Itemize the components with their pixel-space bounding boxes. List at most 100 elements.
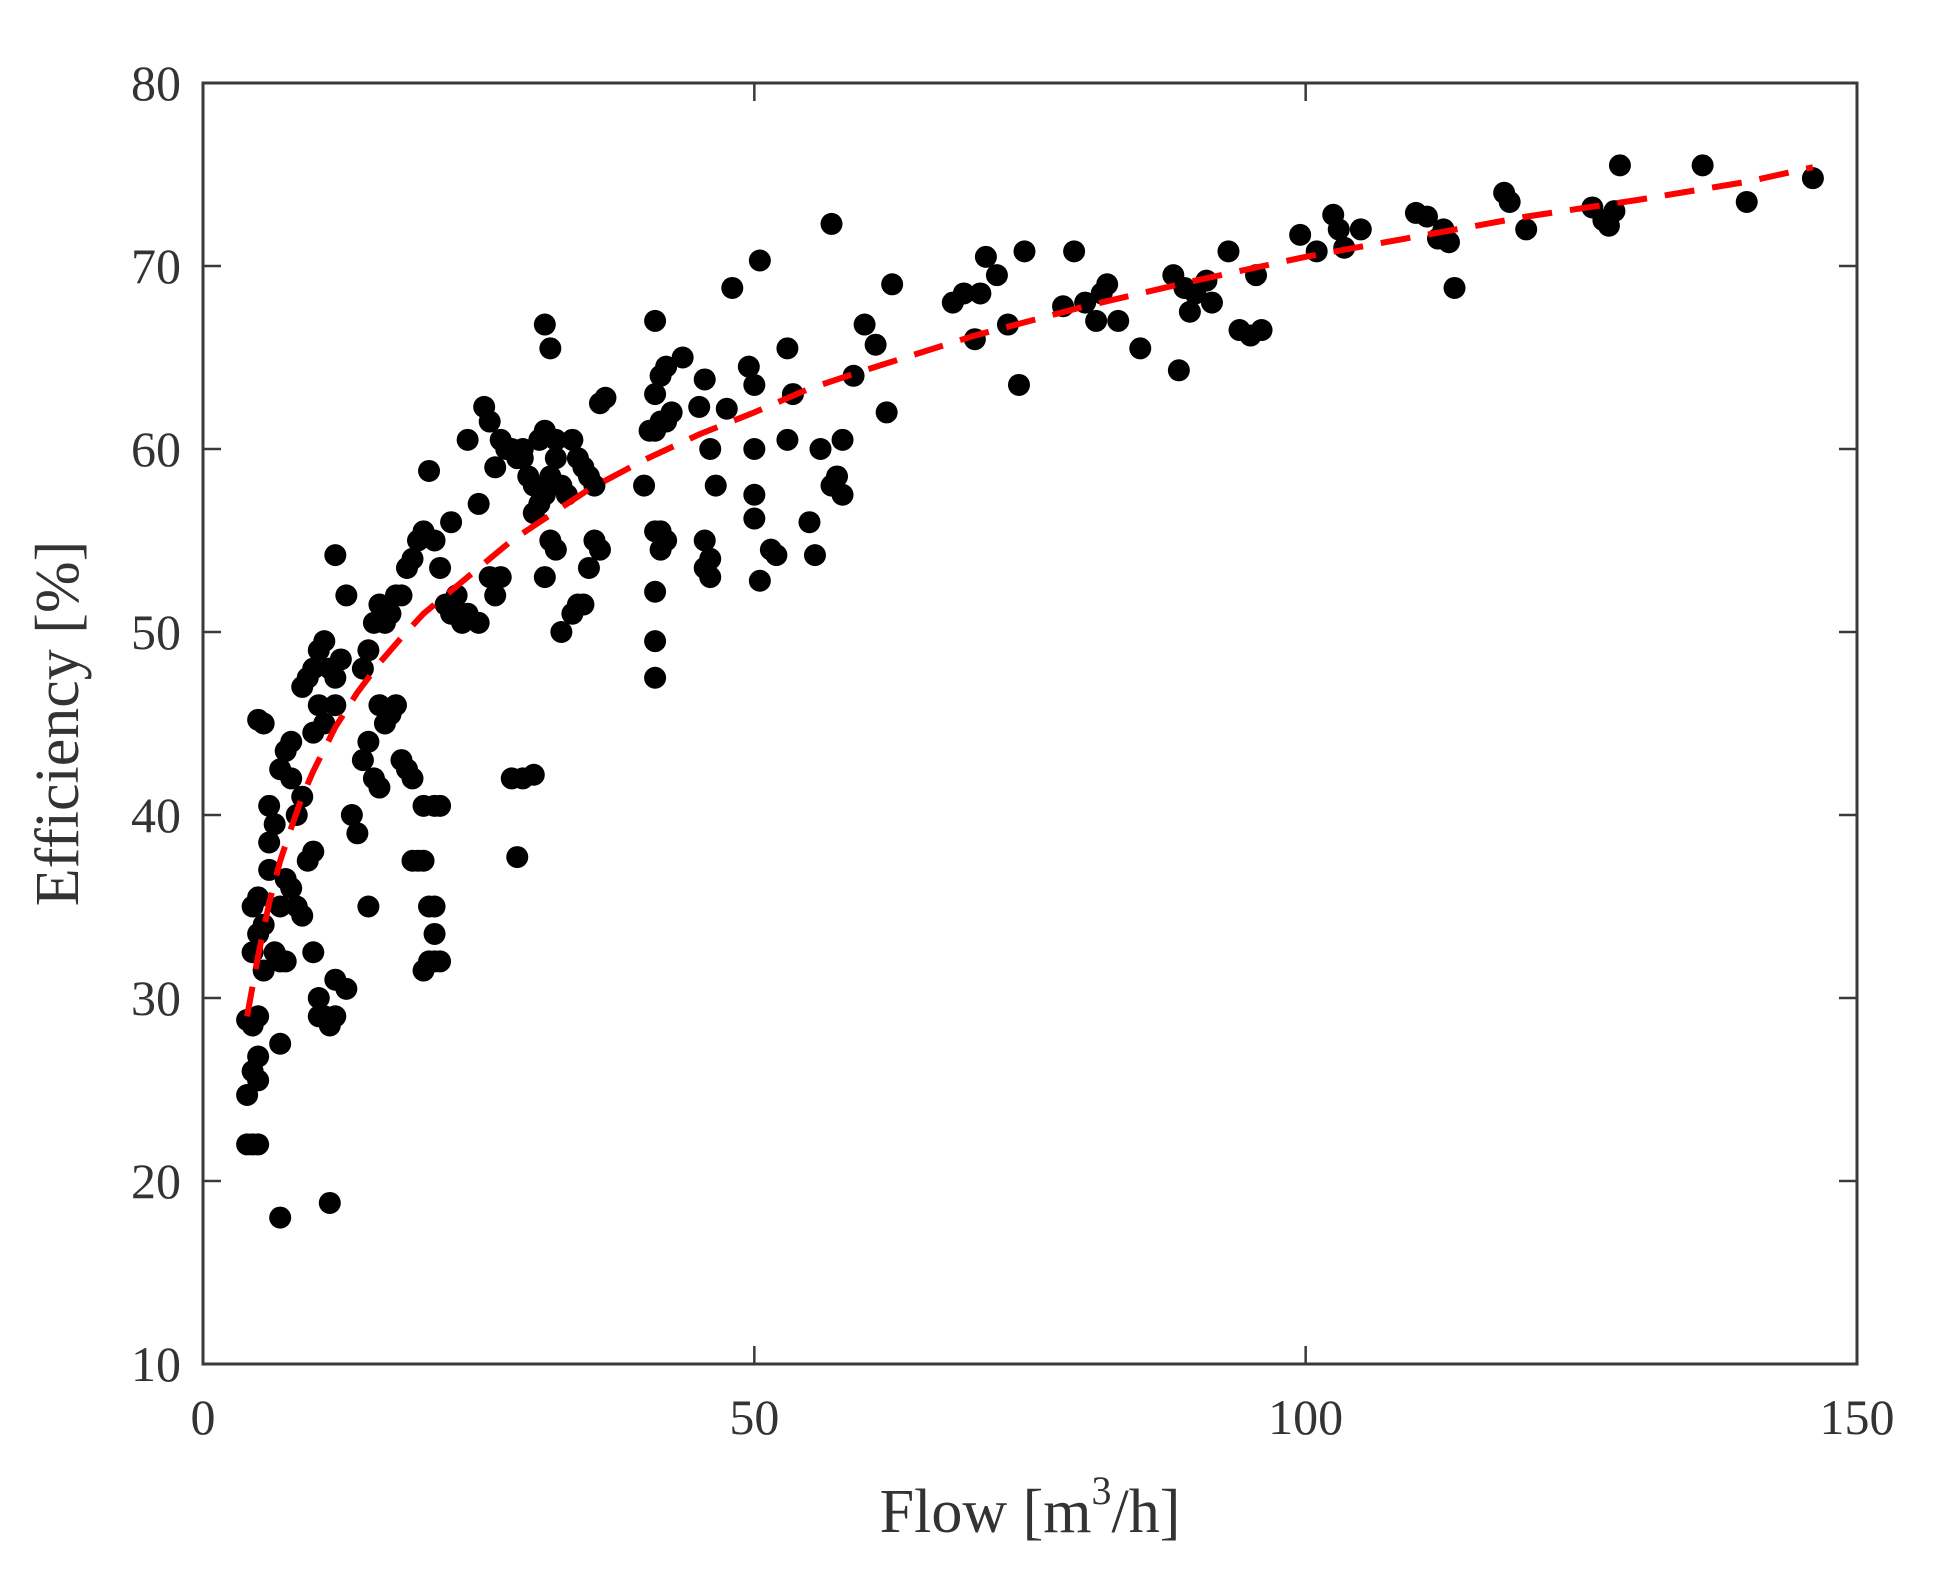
x-axis-ticks: 0 50 100 150 bbox=[191, 83, 1895, 1445]
data-point bbox=[985, 264, 1008, 287]
data-point bbox=[1096, 273, 1119, 296]
data-point bbox=[1007, 373, 1030, 396]
data-point bbox=[809, 438, 832, 460]
data-point bbox=[401, 767, 424, 790]
data-point bbox=[1178, 300, 1201, 323]
data-point bbox=[743, 438, 766, 460]
data-point bbox=[307, 694, 330, 717]
data-point bbox=[1085, 309, 1108, 332]
data-point bbox=[572, 593, 595, 616]
x-axis-label-sup: 3 bbox=[1091, 1468, 1111, 1513]
data-point bbox=[655, 355, 678, 378]
data-point bbox=[335, 977, 358, 1000]
data-point bbox=[456, 428, 479, 451]
data-point bbox=[831, 483, 854, 506]
data-point bbox=[423, 529, 446, 552]
data-point bbox=[269, 1032, 292, 1055]
y-tick-label: 30 bbox=[131, 970, 181, 1026]
data-point bbox=[1608, 154, 1631, 177]
data-point bbox=[1129, 337, 1152, 360]
x-axis-label-prefix: Flow [m bbox=[880, 1478, 1092, 1546]
y-tick-label: 50 bbox=[131, 604, 181, 660]
data-point bbox=[351, 749, 374, 772]
x-tick-label: 150 bbox=[1820, 1389, 1895, 1445]
data-point bbox=[291, 904, 314, 927]
data-point bbox=[346, 822, 369, 845]
data-point bbox=[1691, 154, 1714, 177]
data-point bbox=[269, 895, 292, 918]
data-points bbox=[236, 154, 1824, 1229]
data-point bbox=[550, 621, 573, 643]
data-point bbox=[274, 950, 297, 973]
data-point bbox=[539, 337, 562, 360]
data-point bbox=[721, 276, 744, 299]
data-point bbox=[881, 273, 904, 296]
data-point bbox=[302, 657, 325, 680]
data-point bbox=[247, 1133, 270, 1156]
data-point bbox=[522, 502, 545, 525]
data-point bbox=[340, 804, 363, 826]
data-point bbox=[280, 730, 303, 753]
data-point bbox=[743, 483, 766, 506]
data-point bbox=[429, 950, 452, 973]
data-point bbox=[875, 401, 898, 424]
data-point bbox=[644, 666, 667, 689]
data-point bbox=[544, 538, 567, 561]
x-axis-label: Flow [m3/h] bbox=[880, 1468, 1181, 1546]
data-point bbox=[699, 438, 722, 460]
data-point bbox=[644, 309, 667, 332]
fit-curve-group bbox=[244, 164, 1814, 1017]
data-point bbox=[418, 459, 441, 482]
data-point bbox=[1200, 291, 1223, 314]
data-point bbox=[318, 1191, 341, 1214]
data-point bbox=[776, 428, 799, 451]
data-point bbox=[583, 474, 606, 497]
data-point bbox=[748, 249, 771, 272]
data-point bbox=[280, 877, 303, 900]
x-tick-label: 0 bbox=[191, 1389, 216, 1445]
data-point bbox=[533, 313, 556, 336]
data-point bbox=[247, 1069, 270, 1092]
data-point bbox=[588, 538, 611, 561]
data-point bbox=[544, 447, 567, 470]
data-point bbox=[1515, 218, 1538, 241]
y-tick-label: 20 bbox=[131, 1153, 181, 1209]
data-point bbox=[467, 492, 490, 515]
data-point bbox=[247, 886, 270, 909]
data-point bbox=[329, 648, 352, 671]
data-point bbox=[693, 368, 716, 391]
data-point bbox=[1498, 190, 1521, 213]
y-tick-label: 10 bbox=[131, 1336, 181, 1392]
data-point bbox=[440, 511, 463, 534]
data-point bbox=[484, 584, 507, 607]
data-point bbox=[429, 556, 452, 579]
data-point bbox=[644, 383, 667, 406]
data-point bbox=[693, 529, 716, 552]
data-point bbox=[952, 282, 975, 305]
data-point bbox=[478, 410, 501, 433]
data-point bbox=[1063, 240, 1086, 263]
data-point bbox=[324, 666, 347, 689]
data-point bbox=[533, 566, 556, 589]
data-point bbox=[864, 333, 887, 356]
data-point bbox=[506, 846, 529, 869]
data-point bbox=[412, 849, 435, 872]
y-tick-label: 40 bbox=[131, 787, 181, 843]
x-axis-label-suffix: /h] bbox=[1111, 1478, 1180, 1546]
data-point bbox=[699, 566, 722, 589]
data-point bbox=[826, 465, 849, 488]
data-point bbox=[522, 763, 545, 786]
data-point bbox=[351, 657, 374, 680]
data-point bbox=[302, 840, 325, 863]
data-point bbox=[743, 373, 766, 396]
data-point bbox=[737, 355, 760, 378]
data-point bbox=[368, 776, 391, 799]
data-point bbox=[748, 569, 771, 592]
data-point bbox=[423, 895, 446, 918]
data-point bbox=[313, 630, 336, 653]
fit-curve bbox=[244, 164, 1814, 1017]
data-point bbox=[704, 474, 727, 497]
plot-frame bbox=[201, 81, 1859, 1366]
data-point bbox=[280, 767, 303, 790]
data-point bbox=[577, 556, 600, 579]
